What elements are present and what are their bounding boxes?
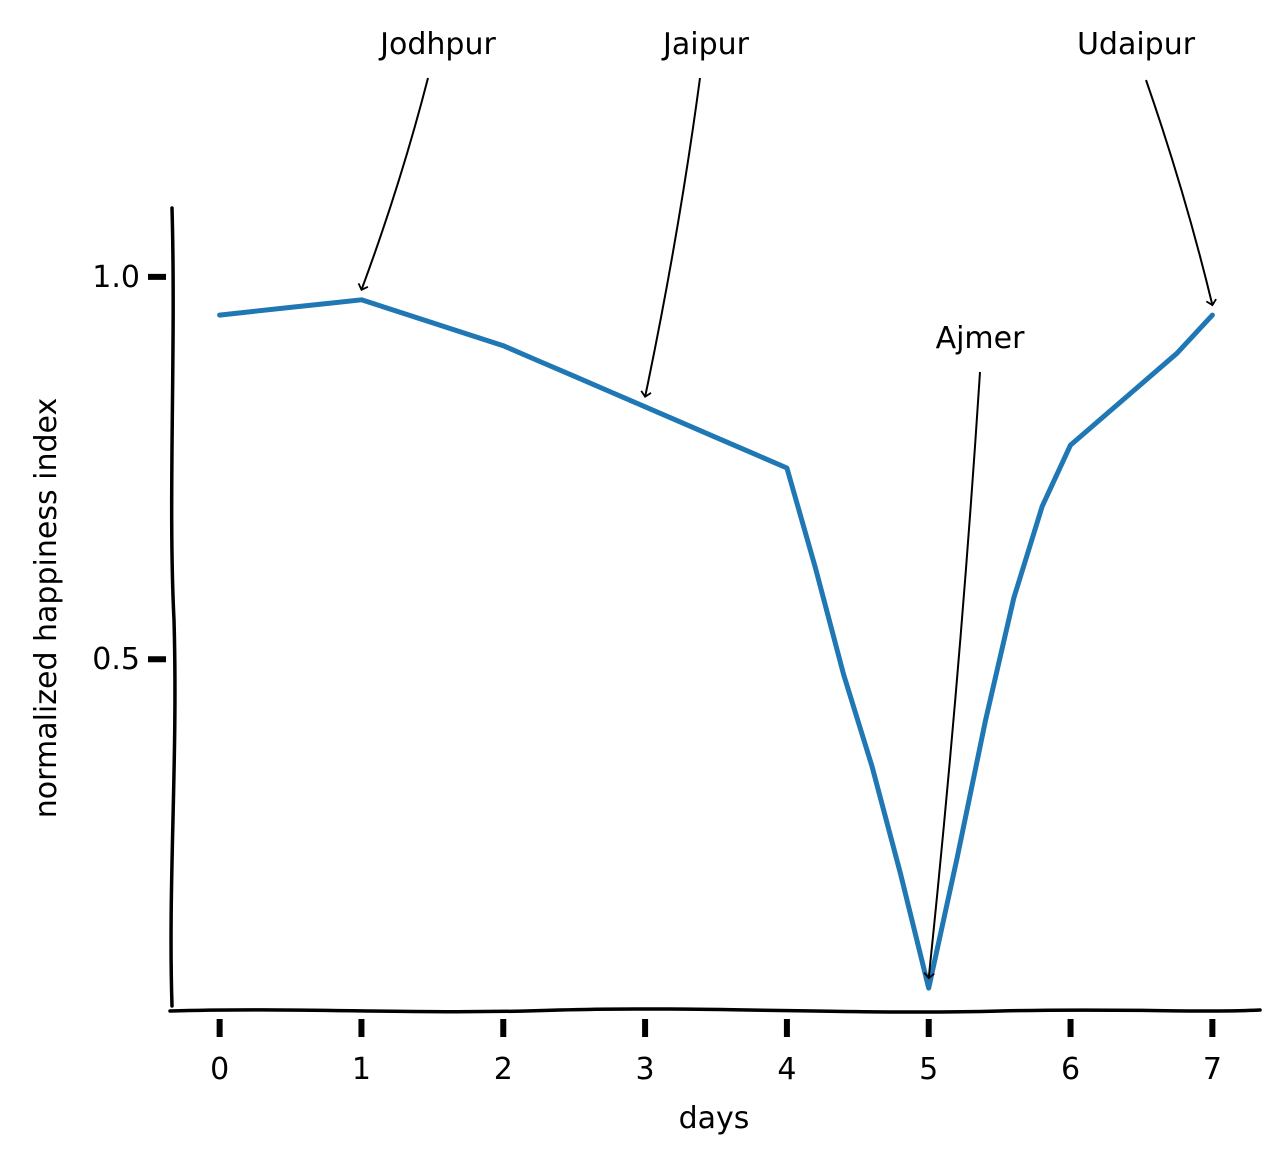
y-axis-line	[169, 206, 177, 1008]
series-line	[217, 297, 1215, 991]
y-tick-label: 1.0	[92, 260, 140, 295]
annotations: Jodhpur Jaipur Ajmer Udaipur	[357, 27, 1217, 980]
x-tick-label: 1	[352, 1052, 371, 1087]
x-tick-label: 6	[1061, 1052, 1080, 1087]
x-axis-label: days	[679, 1101, 750, 1136]
y-ticks: 0.5 1.0	[92, 260, 166, 677]
x-ticks: 0 1 2 3 4 5 6 7	[210, 1019, 1222, 1087]
x-tick-label: 0	[210, 1052, 229, 1087]
annotation-arrow	[357, 77, 429, 291]
annotation-arrow	[640, 77, 701, 399]
x-tick-label: 5	[919, 1052, 938, 1087]
x-tick-label: 7	[1203, 1052, 1222, 1087]
y-axis-label: normalized happiness index	[29, 398, 64, 818]
annotation-label: Jodhpur	[378, 27, 496, 62]
annotation-arrow	[1145, 79, 1217, 307]
annotation-label: Ajmer	[936, 321, 1026, 356]
x-axis-line	[168, 1007, 1262, 1014]
y-tick-label: 0.5	[92, 642, 140, 677]
x-tick-label: 2	[494, 1052, 513, 1087]
x-tick-label: 3	[636, 1052, 655, 1087]
annotation-label: Udaipur	[1077, 27, 1196, 62]
annotation-label: Jaipur	[661, 27, 750, 62]
x-tick-label: 4	[777, 1052, 796, 1087]
annotation-arrow	[923, 371, 981, 980]
series-layer	[217, 297, 1215, 991]
